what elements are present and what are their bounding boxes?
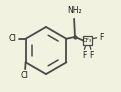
Text: NH₂: NH₂ (67, 6, 81, 15)
Text: CF₃: CF₃ (83, 38, 92, 43)
Text: F: F (82, 51, 86, 60)
Text: Cl: Cl (21, 71, 29, 80)
Text: F: F (99, 33, 103, 42)
FancyBboxPatch shape (83, 36, 92, 45)
Text: F: F (89, 51, 94, 60)
Text: Cl: Cl (8, 34, 16, 43)
